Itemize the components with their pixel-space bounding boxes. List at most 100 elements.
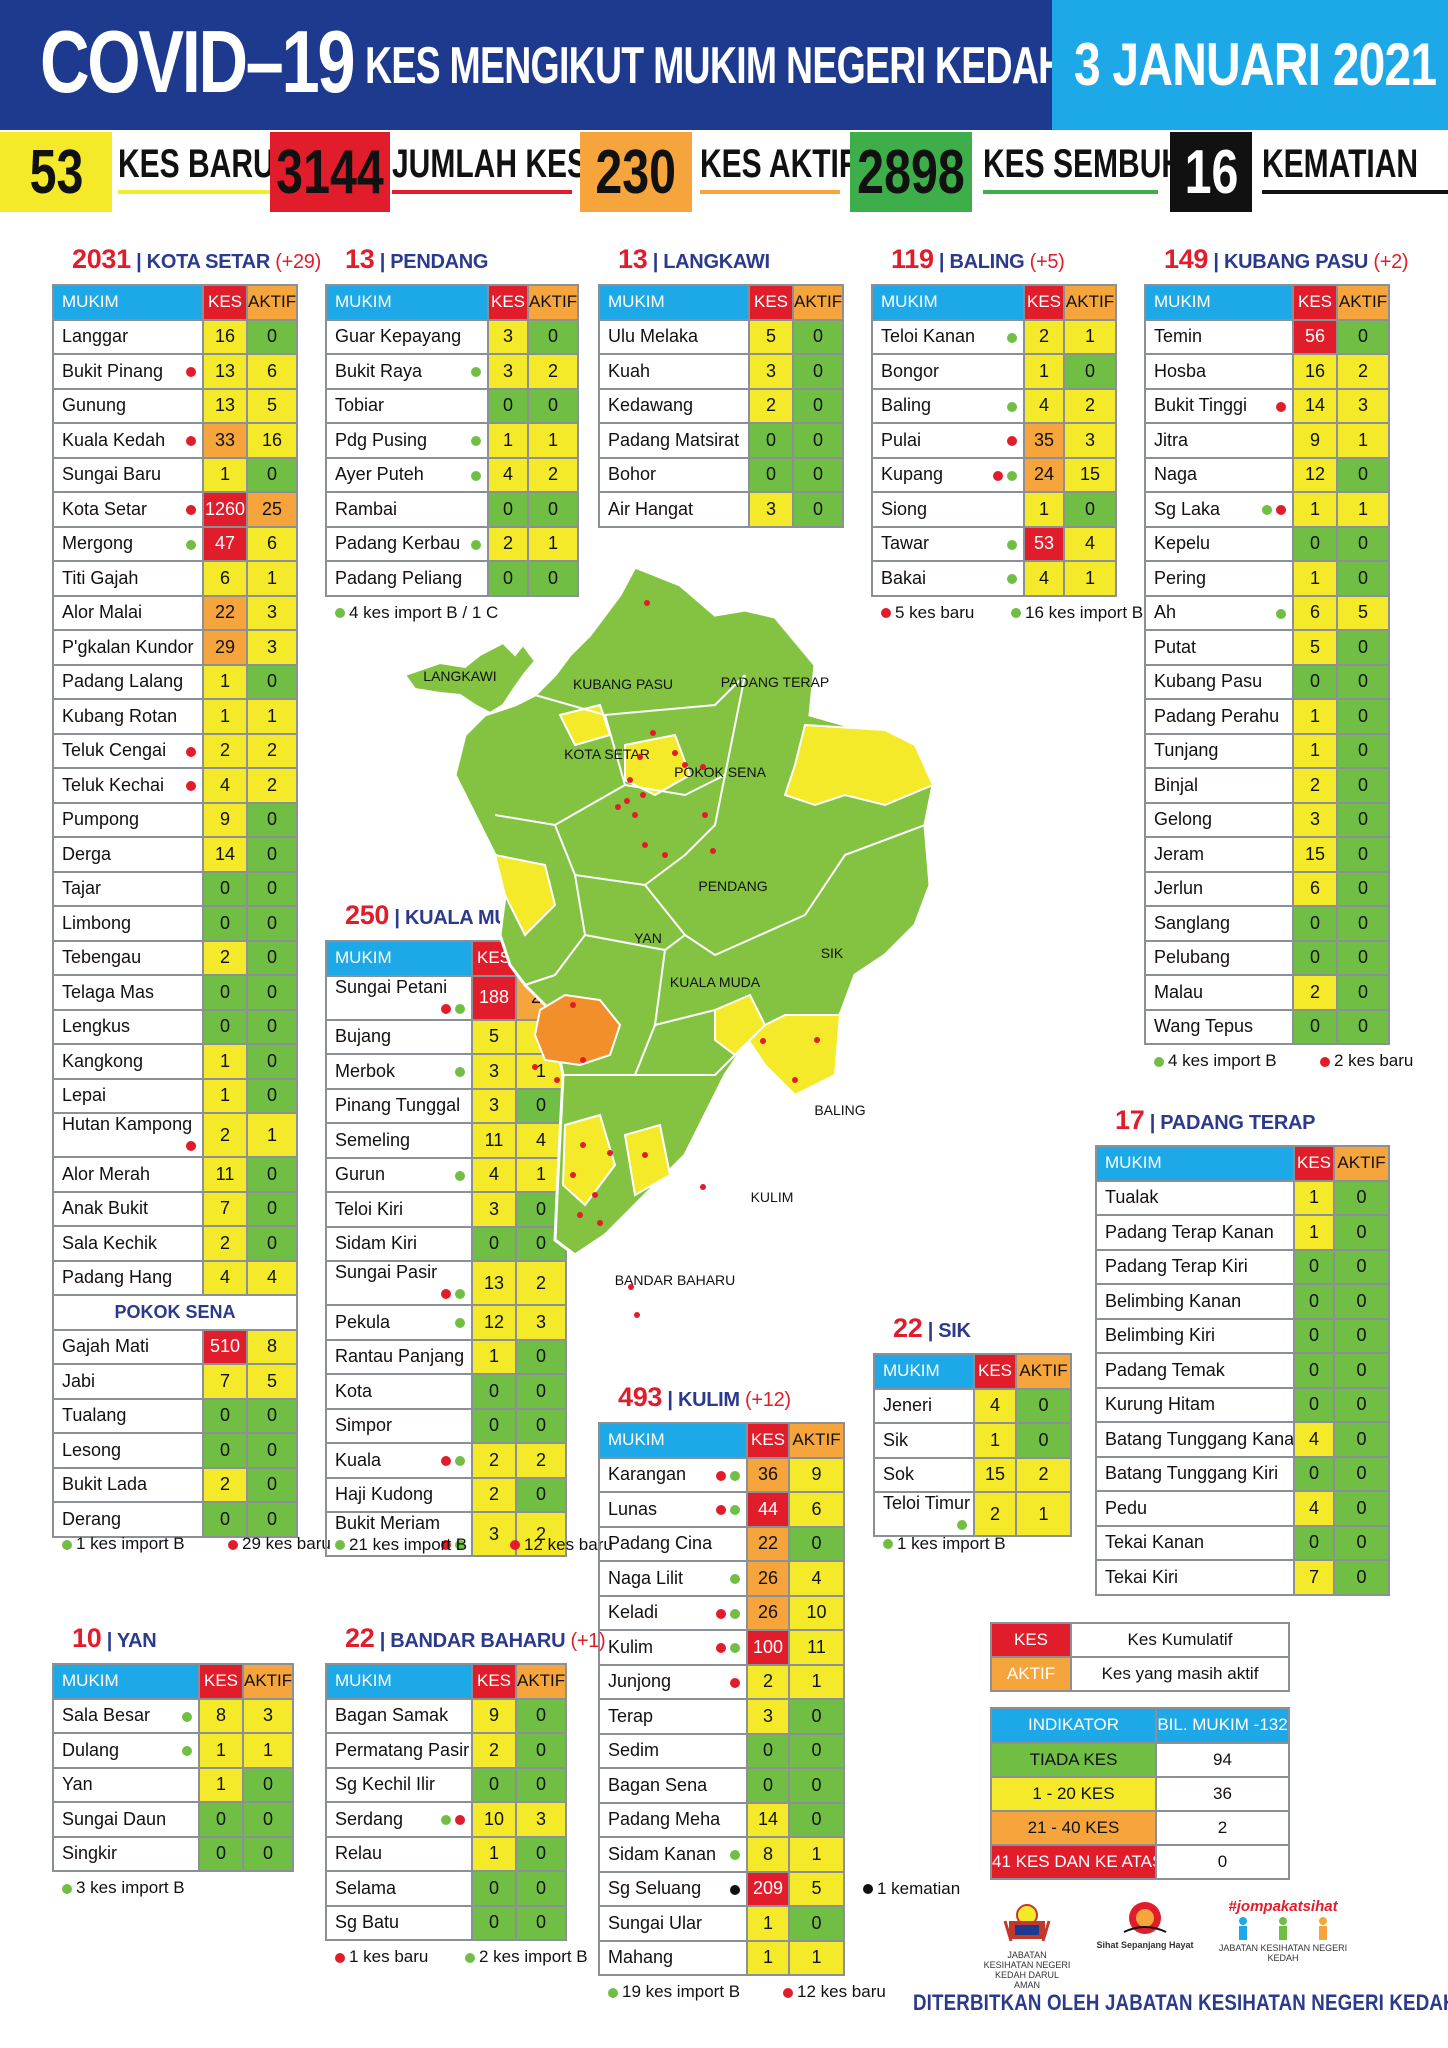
legend-note: 2 kes import B: [465, 1947, 588, 1967]
col-kes: KES: [973, 1353, 1017, 1390]
mukim-name: Sala Kechik: [52, 1225, 204, 1262]
mukim-name: Kubang Rotan: [52, 698, 204, 735]
aktif-value: 3: [515, 1801, 567, 1838]
mukim-name: Alor Malai: [52, 594, 204, 631]
import-case-dot: [335, 1540, 345, 1551]
import-case-dot: [471, 539, 481, 550]
mukim-name: Sanglang: [1144, 905, 1294, 942]
col-kes: KES: [1292, 284, 1338, 321]
mukim-name: Ulu Melaka: [598, 318, 750, 355]
mukim-name: Tawar: [871, 525, 1025, 562]
aktif-value: 0: [246, 1225, 298, 1262]
legend-note: 3 kes import B: [62, 1878, 185, 1898]
mukim-name: Padang Terap Kiri: [1095, 1248, 1295, 1285]
map-label: KOTA SETAR: [564, 746, 650, 762]
stat-value: 2898: [857, 137, 965, 207]
kes-value: 2: [746, 1663, 790, 1700]
aktif-value: 0: [788, 1767, 845, 1804]
aktif-value: 0: [246, 1077, 298, 1114]
legend-aktif: AKTIF: [990, 1656, 1072, 1692]
aktif-value: 2: [1336, 353, 1390, 390]
aktif-value: 0: [515, 1697, 567, 1734]
new-case-dot: [993, 470, 1003, 481]
mukim-name: Kubang Pasu: [1144, 663, 1294, 700]
col-aktif: AKTIF: [246, 284, 298, 321]
indicator-head-count: BIL. MUKIM -132: [1155, 1707, 1290, 1744]
kes-value: 2: [487, 525, 529, 562]
new-case-dot: [1007, 436, 1017, 446]
aktif-value: 0: [246, 836, 298, 873]
aktif-value: 0: [1333, 1386, 1390, 1423]
legend-aktif-desc: Kes yang masih aktif: [1070, 1656, 1290, 1692]
mukim-name: Batang Tunggang Kanan: [1095, 1421, 1295, 1458]
aktif-value: 0: [246, 318, 298, 355]
aktif-value: 3: [246, 629, 298, 666]
kes-value: 9: [202, 801, 248, 838]
table-row: Pekula 12 3: [325, 1304, 567, 1341]
kes-value: 7: [202, 1363, 248, 1400]
case-markers: [712, 1499, 740, 1520]
new-case-dot: [186, 505, 196, 515]
mukim-name: Junjong: [598, 1663, 748, 1700]
table-row: Kuah 3 0: [598, 353, 844, 390]
import-case-dot: [455, 1540, 465, 1551]
table-row: Sungai Baru 1 0: [52, 456, 298, 493]
aktif-value: 3: [246, 594, 298, 631]
table-title: 22 | BANDAR BAHARU (+1): [345, 1623, 606, 1653]
table-row: Singkir 0 0: [52, 1835, 294, 1872]
stat-underline: [392, 190, 572, 194]
case-markers: [182, 430, 196, 451]
stat-underline: [700, 190, 840, 194]
kes-value: 53: [1023, 525, 1065, 562]
import-case-dot: [465, 1952, 475, 1963]
table-row: Tajar 0 0: [52, 870, 298, 907]
district-table: MUKIM KES AKTIF Temin 56 0 Hosba 16 2 Bukit Tingg…: [1144, 284, 1390, 1045]
kes-value: 188: [471, 974, 517, 1021]
aktif-value: 0: [788, 1732, 845, 1769]
kes-value: 14: [746, 1801, 790, 1838]
legend-note: 1 kes import B: [883, 1534, 1006, 1554]
kes-value: 6: [1292, 870, 1338, 907]
mukim-name: Padang Hang: [52, 1259, 204, 1296]
mukim-name: Sedim: [598, 1732, 748, 1769]
table-row: Pumpong 9 0: [52, 801, 298, 838]
stat-label: KEMATIAN: [1262, 142, 1419, 186]
aktif-value: 1: [246, 1112, 298, 1158]
case-markers: [178, 1740, 192, 1761]
mukim-name: Kurung Hitam: [1095, 1386, 1295, 1423]
kes-value: 5: [471, 1018, 517, 1055]
kes-value: 0: [471, 1225, 517, 1262]
table-row: Pering 1 0: [1144, 560, 1390, 597]
col-mukim: MUKIM: [873, 1353, 975, 1390]
kes-value: 1: [1292, 732, 1338, 769]
kes-value: 4: [1023, 387, 1065, 424]
kes-value: 8: [198, 1697, 244, 1734]
aktif-value: 0: [788, 1905, 845, 1942]
aktif-value: 0: [246, 1156, 298, 1193]
kes-value: 2: [471, 1732, 517, 1769]
mukim-name: Pekula: [325, 1304, 473, 1341]
table-row: Tobiar 0 0: [325, 387, 579, 424]
aktif-value: 0: [1333, 1421, 1390, 1458]
mukim-name: Kuah: [598, 353, 750, 390]
import-case-dot: [335, 608, 345, 619]
mukim-name: Bukit Raya: [325, 353, 489, 390]
mukim-name: Hosba: [1144, 353, 1294, 390]
col-aktif: AKTIF: [527, 284, 579, 321]
aktif-value: 0: [1336, 939, 1390, 976]
import-case-dot: [62, 1539, 72, 1550]
mukim-name: Padang Cina: [598, 1525, 748, 1562]
kes-value: 0: [487, 491, 529, 528]
mukim-name: Terap: [598, 1698, 748, 1735]
table-row: Derang 0 0: [52, 1501, 298, 1538]
mukim-name: Padang Kerbau: [325, 525, 489, 562]
aktif-value: 0: [1015, 1422, 1072, 1459]
import-case-dot: [455, 1170, 465, 1181]
aktif-value: 0: [1336, 974, 1390, 1011]
legend-note: 4 kes import B / 1 C: [335, 603, 498, 623]
aktif-value: 1: [788, 1663, 845, 1700]
table-row: Ah 6 5: [1144, 594, 1390, 631]
table-row: Belimbing Kiri 0 0: [1095, 1317, 1390, 1354]
header-title: COVID–19: [40, 12, 356, 111]
kes-value: 4: [202, 767, 248, 804]
